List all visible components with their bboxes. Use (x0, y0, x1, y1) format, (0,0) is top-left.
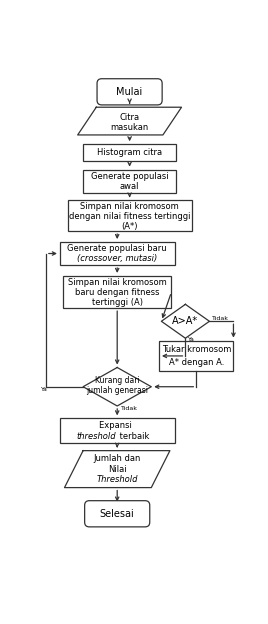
Text: Ya: Ya (188, 336, 195, 341)
Text: awal: awal (120, 182, 139, 191)
Text: Tukar kromosom: Tukar kromosom (162, 345, 231, 354)
Text: threshold: threshold (76, 432, 116, 441)
Text: dengan nilai fitness tertinggi: dengan nilai fitness tertinggi (69, 212, 190, 221)
Text: Selesai: Selesai (100, 509, 135, 519)
Text: Simpan nilai kromosom: Simpan nilai kromosom (68, 278, 167, 286)
Text: Histogram citra: Histogram citra (97, 148, 162, 157)
Text: Mulai: Mulai (117, 87, 143, 97)
Text: Jumlah dan: Jumlah dan (94, 454, 141, 463)
Text: Generate populasi baru: Generate populasi baru (67, 243, 167, 253)
Text: baru dengan fitness: baru dengan fitness (75, 288, 159, 296)
Text: Generate populasi: Generate populasi (91, 172, 168, 181)
Text: Tidak: Tidak (212, 316, 229, 321)
Text: terbaik: terbaik (117, 432, 150, 441)
Text: (A*): (A*) (121, 222, 138, 231)
Text: A* dengan A.: A* dengan A. (169, 358, 224, 366)
Text: Kurang dari: Kurang dari (95, 376, 140, 385)
Text: masukan: masukan (110, 123, 149, 132)
Text: Citra: Citra (120, 113, 140, 122)
Text: jumlah generasi: jumlah generasi (86, 386, 148, 395)
Text: Tidak: Tidak (121, 406, 138, 411)
Text: Nilai: Nilai (108, 465, 126, 474)
Text: Ya: Ya (41, 387, 48, 392)
Text: Simpan nilai kromosom: Simpan nilai kromosom (80, 202, 179, 211)
Text: A>A*: A>A* (172, 316, 199, 326)
Text: (crossover, mutasi): (crossover, mutasi) (77, 255, 157, 263)
Text: Expansi: Expansi (99, 421, 135, 430)
Text: Threshold: Threshold (96, 475, 138, 484)
Text: tertinggi (A): tertinggi (A) (92, 298, 143, 306)
